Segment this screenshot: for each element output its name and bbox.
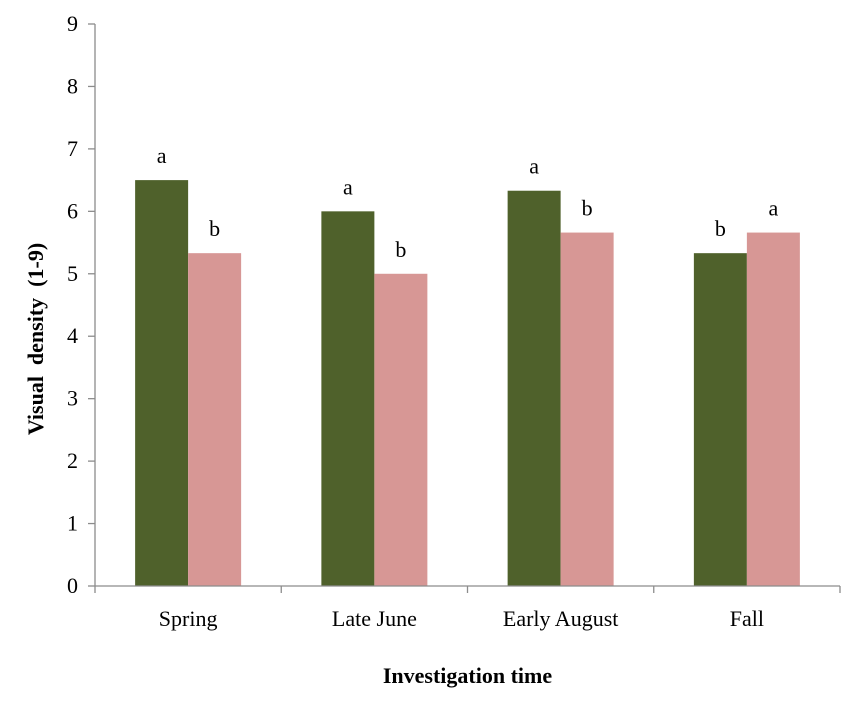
category-label: Early August: [503, 606, 619, 631]
y-tick-label: 9: [67, 11, 78, 36]
y-tick-label: 2: [67, 448, 78, 473]
bar-series-2-0: [188, 253, 242, 586]
x-axis-ticks: [94, 586, 841, 593]
category-labels: Spring Late June Early August Fall: [159, 606, 764, 631]
significance-letter: a: [768, 196, 778, 221]
significance-letter: a: [343, 174, 353, 199]
y-tick-label: 6: [67, 198, 78, 223]
y-axis-title: Visual density (1-9): [23, 243, 48, 435]
bars: [135, 180, 800, 587]
significance-labels: a b a b a b b a: [157, 143, 779, 262]
x-axis-title: Investigation time: [383, 663, 553, 688]
bar-series-1-3: [693, 253, 747, 586]
bar-series-1-2: [507, 190, 561, 586]
y-tick-label: 0: [67, 573, 78, 598]
significance-letter: a: [157, 143, 167, 168]
y-tick-label: 1: [67, 511, 78, 536]
bar-series-1-0: [135, 180, 189, 586]
significance-letter: b: [582, 196, 593, 221]
y-axis-ticks: 0 1 2 3 4 5 6 7 8 9: [67, 11, 95, 598]
y-tick-label: 8: [67, 73, 78, 98]
category-label: Late June: [332, 606, 417, 631]
significance-letter: a: [529, 154, 539, 179]
category-label: Spring: [159, 606, 218, 631]
bar-series-2-2: [560, 232, 614, 586]
significance-letter: b: [395, 237, 406, 262]
bar-series-1-1: [321, 211, 375, 587]
y-tick-label: 5: [67, 261, 78, 286]
y-tick-label: 3: [67, 386, 78, 411]
y-tick-label: 4: [67, 323, 78, 348]
bar-series-2-1: [374, 273, 428, 586]
category-label: Fall: [730, 606, 764, 631]
y-tick-label: 7: [67, 136, 78, 161]
significance-letter: b: [209, 216, 220, 241]
significance-letter: b: [715, 216, 726, 241]
bar-series-2-3: [746, 232, 800, 586]
